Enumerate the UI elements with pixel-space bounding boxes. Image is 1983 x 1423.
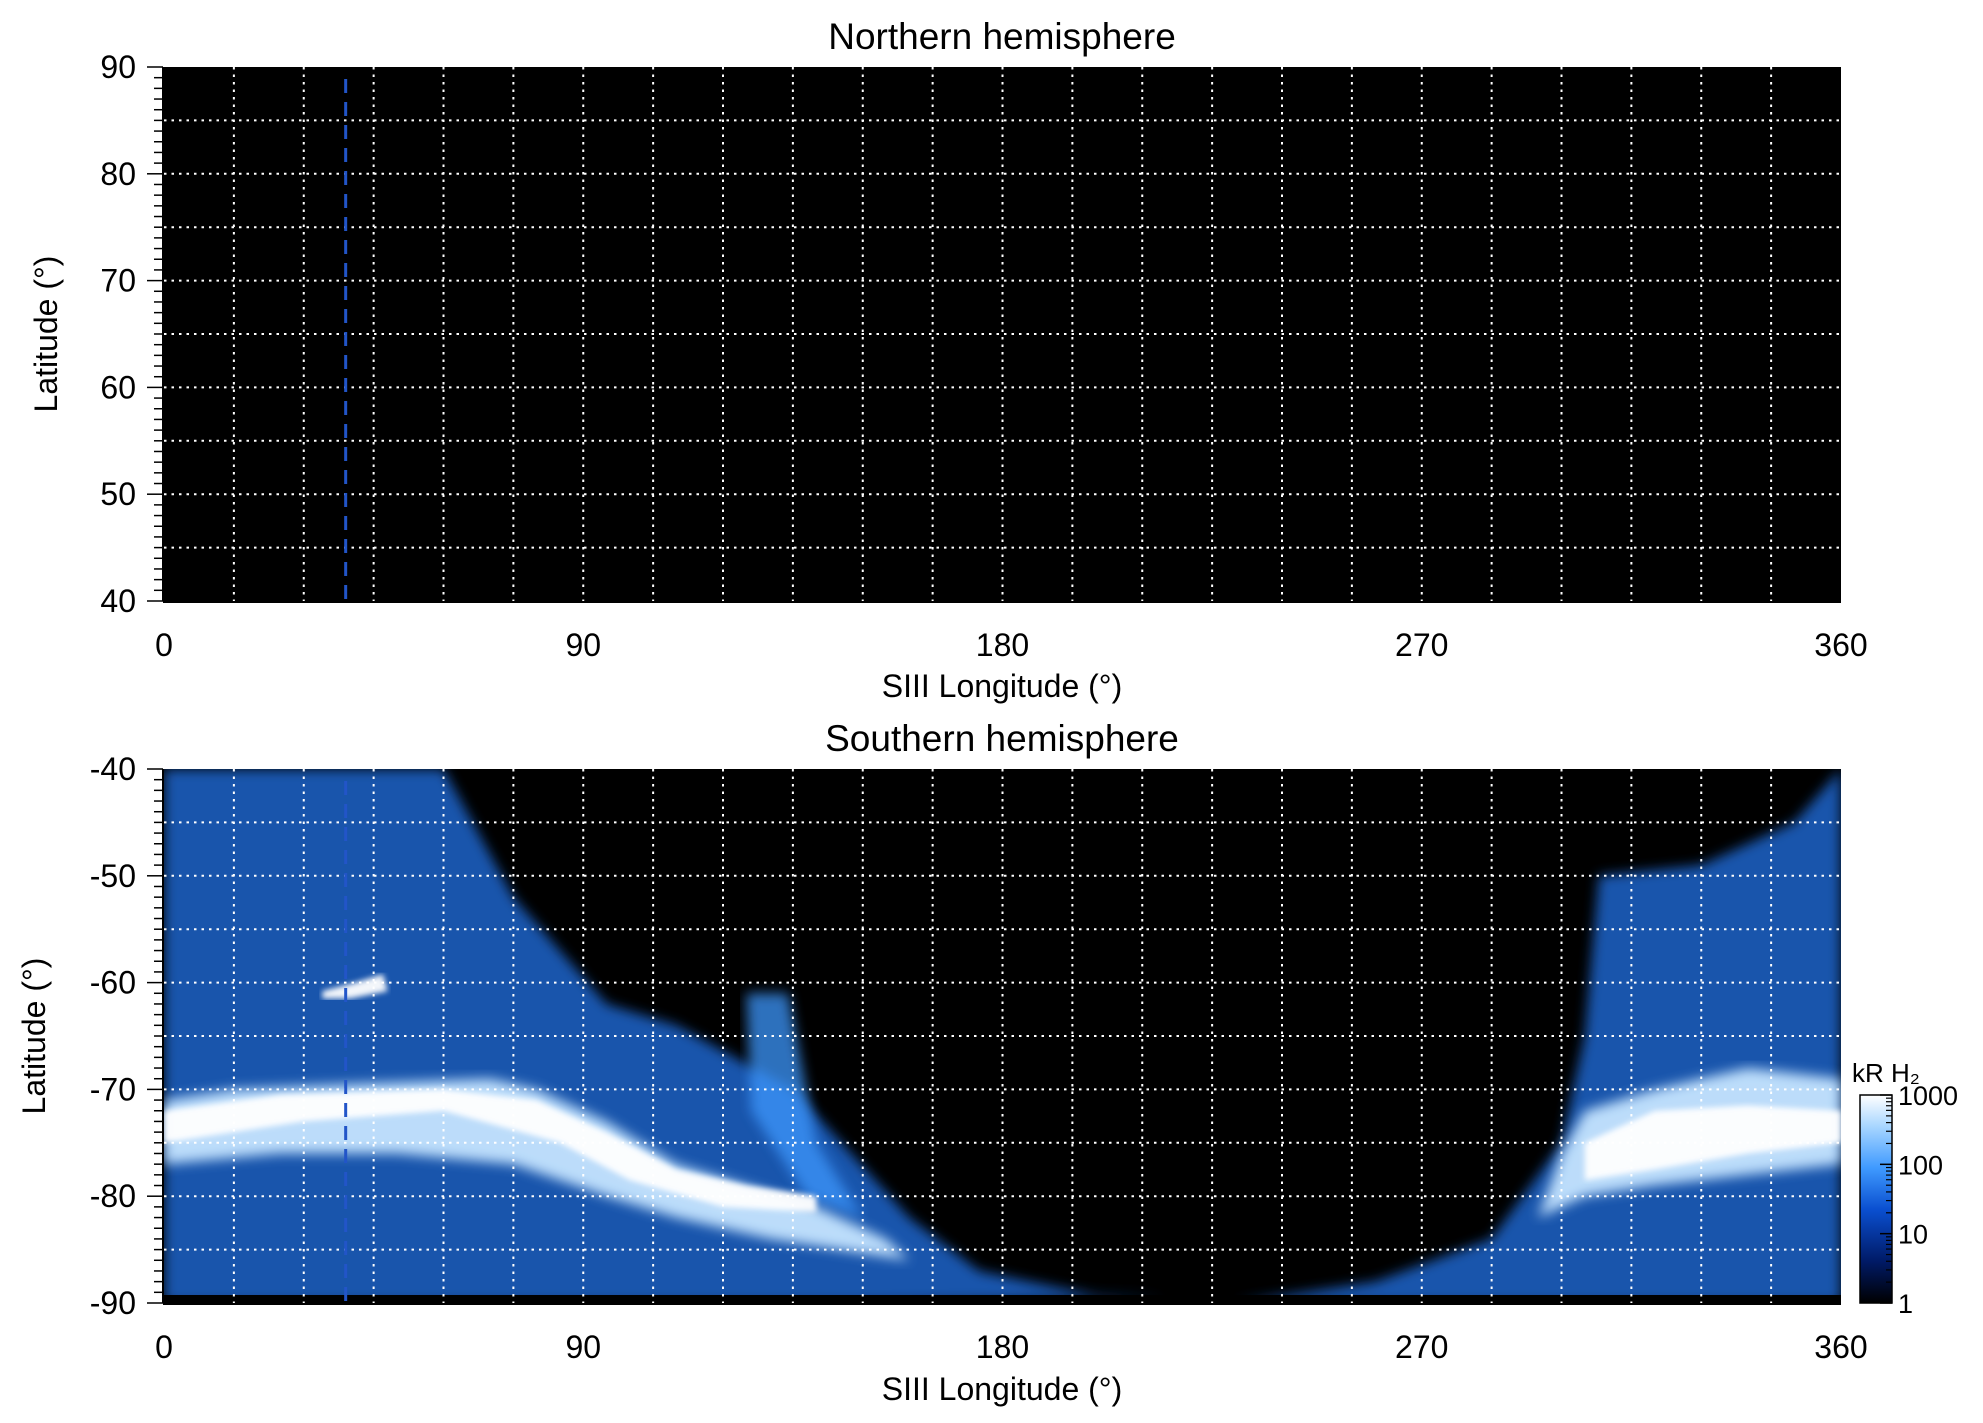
y-tick-label: -50 — [90, 858, 136, 894]
colorbar-tick-label: 100 — [1898, 1150, 1943, 1180]
x-axis-label: SIII Longitude (°) — [882, 1371, 1122, 1407]
y-tick-label: -40 — [90, 751, 136, 787]
emission-region — [1584, 1105, 1841, 1181]
y-tick-label: 60 — [100, 369, 136, 405]
emission-region — [322, 974, 388, 999]
y-tick-label: -90 — [90, 1285, 136, 1321]
x-tick-label: 90 — [565, 1329, 601, 1365]
colorbar-gradient — [1859, 1094, 1893, 1304]
y-tick-label: 40 — [100, 583, 136, 619]
x-tick-label: 90 — [565, 627, 601, 663]
colorbar-tick-label: 1000 — [1898, 1081, 1958, 1111]
axis-ticks: 40 50 60 70 80 90 0 90 180 270 360 — [100, 49, 1867, 663]
y-axis-label: Latitude (°) — [28, 256, 64, 413]
x-tick-label: 180 — [976, 1329, 1029, 1365]
colorbar-ticks: 1 10 100 1000 — [1880, 1081, 1958, 1319]
colorbar-tick-label: 1 — [1898, 1289, 1913, 1319]
panel-southern-hemisphere: Southern hemisphere -90 -80 -70 -60 -50 -40 0 9… — [16, 718, 1958, 1407]
x-tick-label: 0 — [155, 627, 173, 663]
emission-region — [164, 1078, 910, 1261]
colorbar-tick-label: 10 — [1898, 1220, 1928, 1250]
y-tick-label: 80 — [100, 156, 136, 192]
colorbar-label: kR H₂ — [1852, 1058, 1920, 1088]
x-tick-label: 270 — [1395, 627, 1448, 663]
x-tick-label: 180 — [976, 627, 1029, 663]
emission-region — [164, 769, 1166, 1303]
y-axis-label: Latitude (°) — [16, 958, 52, 1115]
emission-region — [746, 993, 863, 1218]
panel-northern-hemisphere: Northern hemisphere 40 50 60 70 80 90 0 90 180 27… — [28, 16, 1868, 704]
y-tick-label: -60 — [90, 965, 136, 1001]
x-tick-label: 360 — [1814, 627, 1867, 663]
x-tick-label: 0 — [155, 1329, 173, 1365]
chart-title: Northern hemisphere — [828, 16, 1176, 57]
y-tick-label: 70 — [100, 263, 136, 299]
y-tick-label: -70 — [90, 1071, 136, 1107]
x-tick-label: 360 — [1814, 1329, 1867, 1365]
y-tick-label: 90 — [100, 49, 136, 85]
x-tick-label: 270 — [1395, 1329, 1448, 1365]
y-tick-label: -80 — [90, 1178, 136, 1214]
y-tick-label: 50 — [100, 476, 136, 512]
grid-lines — [164, 769, 1841, 1303]
grid-lines — [164, 67, 1841, 601]
colorbar: kR H₂ 1 10 100 1000 — [1852, 1058, 1958, 1319]
bottom-edge-band — [164, 1295, 1841, 1303]
chart-title: Southern hemisphere — [825, 718, 1179, 759]
axis-ticks: -90 -80 -70 -60 -50 -40 0 90 180 270 360 — [90, 751, 1868, 1365]
x-axis-label: SIII Longitude (°) — [882, 668, 1122, 704]
